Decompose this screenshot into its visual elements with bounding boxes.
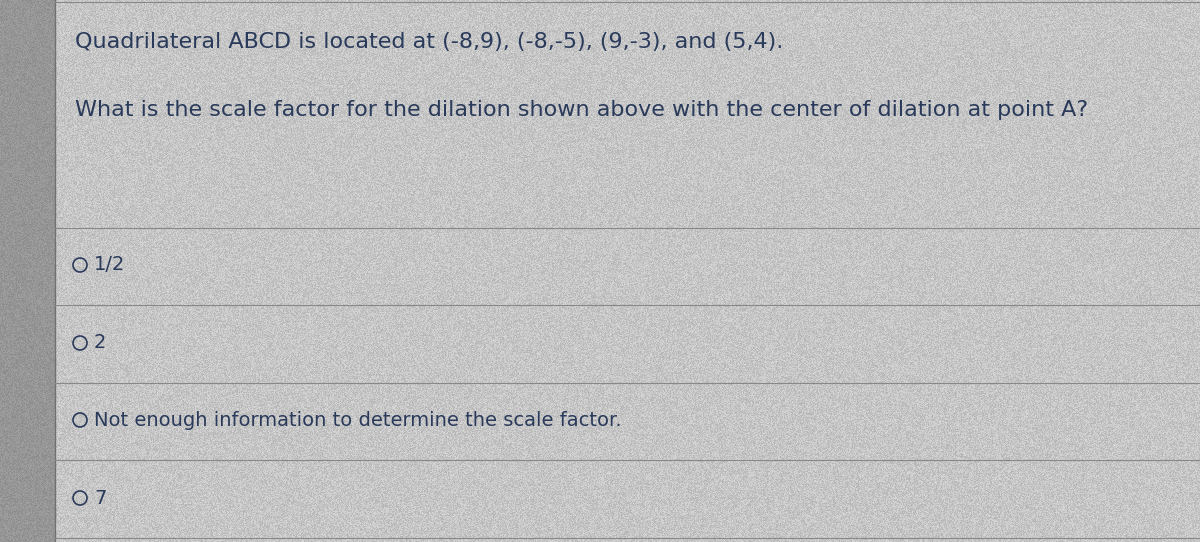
Text: 2: 2 bbox=[94, 333, 107, 352]
Text: 7: 7 bbox=[94, 488, 107, 507]
Text: What is the scale factor for the dilation shown above with the center of dilatio: What is the scale factor for the dilatio… bbox=[74, 100, 1088, 120]
Text: Quadrilateral ABCD is located at (-8,9), (-8,-5), (9,-3), and (5,4).: Quadrilateral ABCD is located at (-8,9),… bbox=[74, 32, 784, 52]
Text: Not enough information to determine the scale factor.: Not enough information to determine the … bbox=[94, 410, 622, 429]
Text: 1/2: 1/2 bbox=[94, 255, 125, 274]
